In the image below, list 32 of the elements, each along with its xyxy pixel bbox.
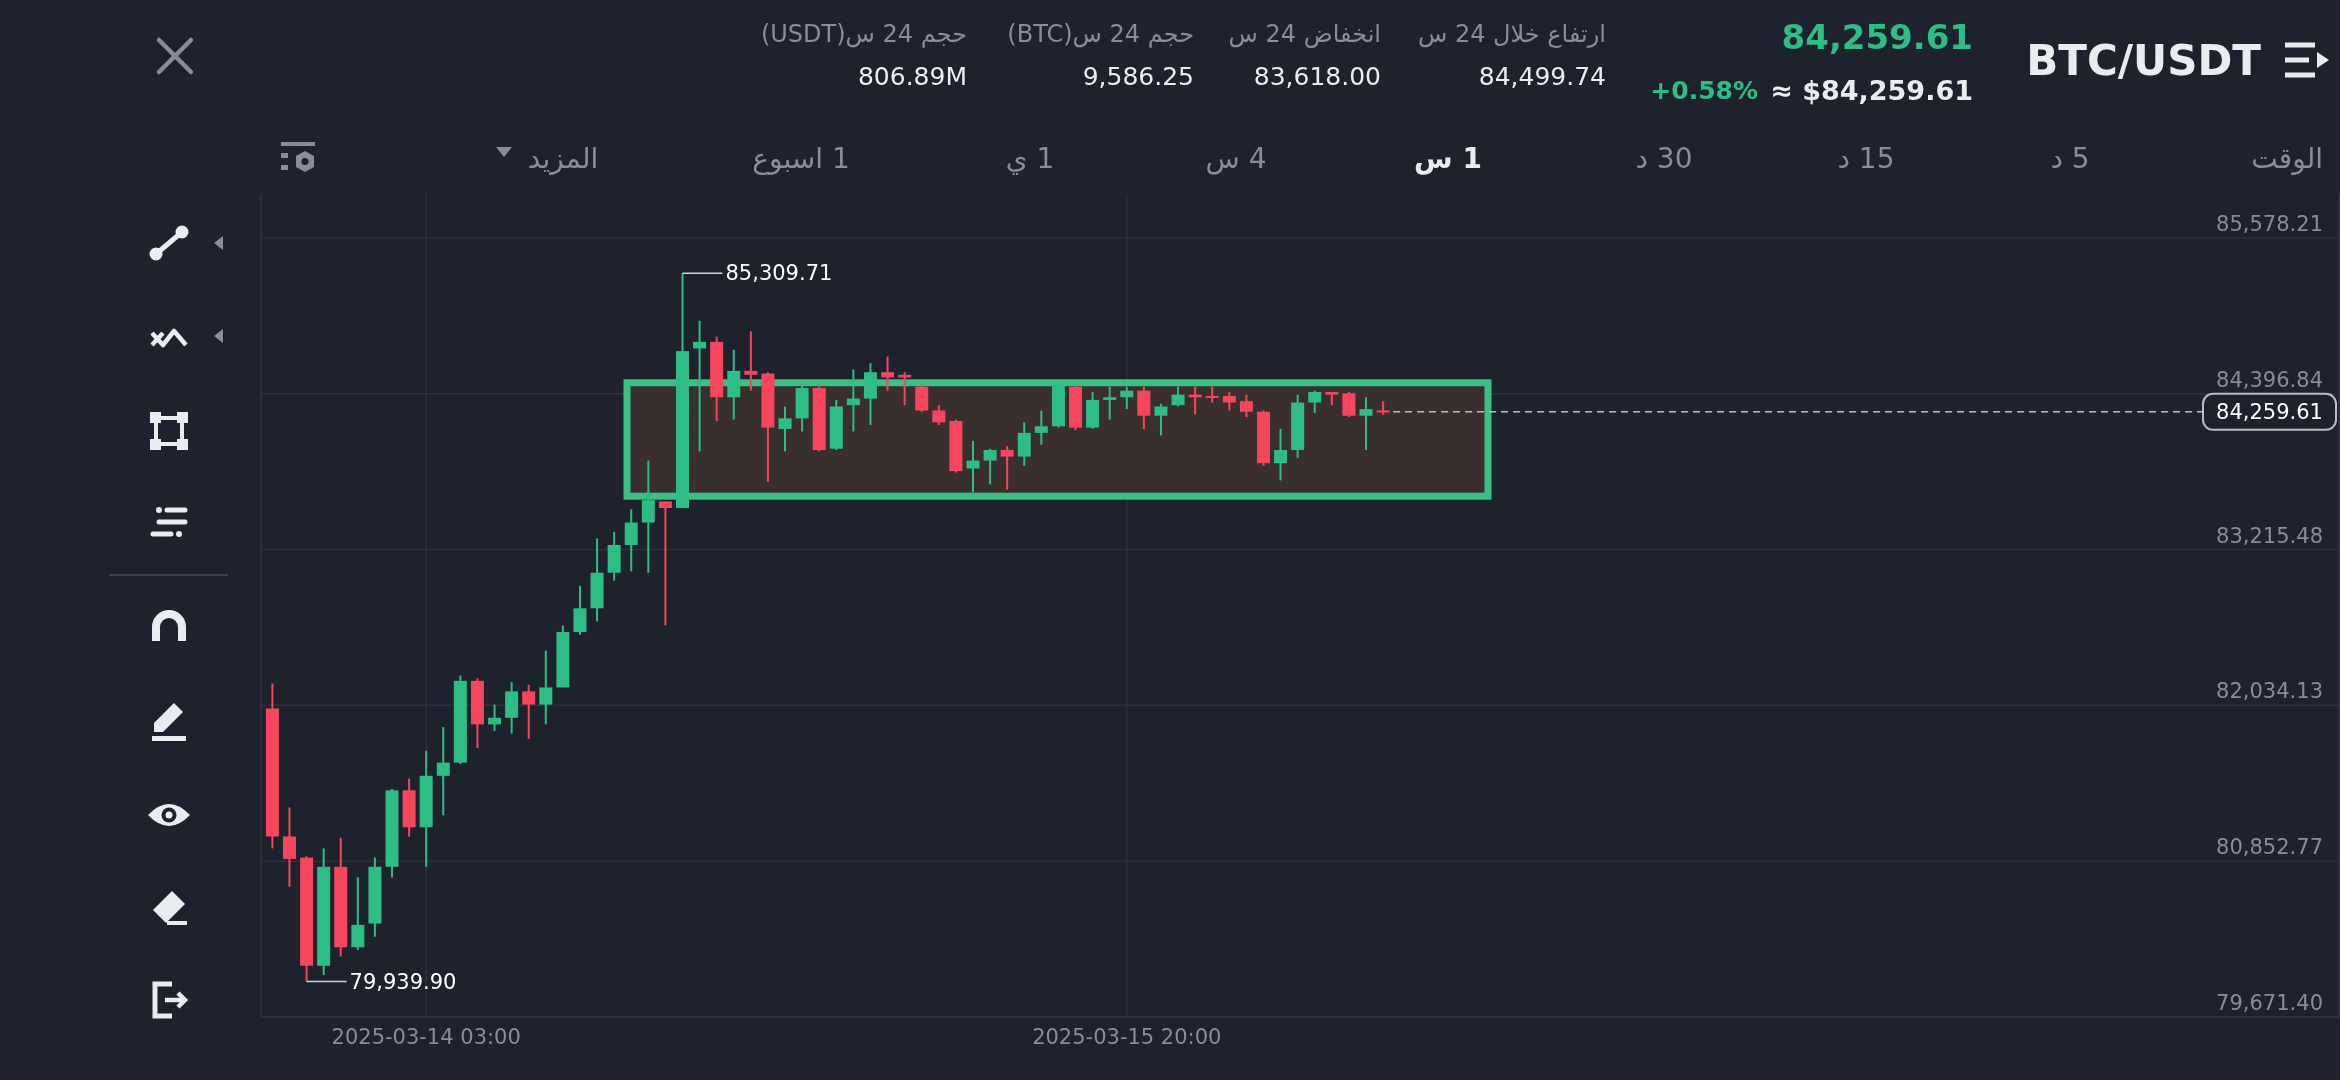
chart-title: BTC/USDT bbox=[2026, 35, 2262, 85]
text: +0.58% bbox=[1650, 75, 1758, 105]
text: انخفاض 24 س bbox=[1228, 20, 1381, 48]
text: 9,586.25 bbox=[1082, 61, 1194, 91]
text: 5 د bbox=[2050, 141, 2090, 175]
text: حجم 24 س(USDT) bbox=[760, 20, 967, 48]
y-tick-label: 80,852.77 bbox=[2216, 835, 2323, 860]
text: 4 س bbox=[1205, 141, 1267, 175]
text: 1 س bbox=[1414, 141, 1482, 175]
text: حجم 24 س(BTC) bbox=[1007, 20, 1194, 48]
x-tick-label: 2025-03-14 03:00 bbox=[331, 1025, 521, 1049]
text: 1 ي bbox=[1005, 141, 1055, 175]
text: الوقت bbox=[2251, 141, 2323, 175]
text: 806.89M bbox=[857, 61, 967, 91]
y-tick-label: 82,034.13 bbox=[2216, 679, 2323, 704]
text: 15 د bbox=[1837, 141, 1895, 175]
annotation: 79,939.90 bbox=[349, 969, 457, 994]
text: 30 د bbox=[1635, 141, 1693, 175]
text: 84,259.61 bbox=[1781, 17, 1973, 57]
annotation: 85,309.71 bbox=[725, 261, 833, 286]
text: 84,499.74 bbox=[1478, 61, 1606, 91]
ref-line-label: 84,259.61 bbox=[2216, 399, 2323, 424]
y-tick-label: 83,215.48 bbox=[2216, 523, 2323, 548]
y-tick-label: 85,578.21 bbox=[2216, 211, 2323, 236]
text: ارتفاع خلال 24 س bbox=[1417, 20, 1606, 48]
text: 83,618.00 bbox=[1253, 61, 1381, 91]
y-tick-label: 79,671.40 bbox=[2216, 991, 2323, 1015]
text: ≈ $84,259.61 bbox=[1770, 74, 1973, 106]
x-tick-label: 2025-03-15 20:00 bbox=[1032, 1025, 1222, 1049]
text: 1 اسبوع bbox=[752, 141, 850, 175]
text: المزيد bbox=[527, 141, 599, 175]
y-tick-label: 84,396.84 bbox=[2216, 367, 2323, 392]
